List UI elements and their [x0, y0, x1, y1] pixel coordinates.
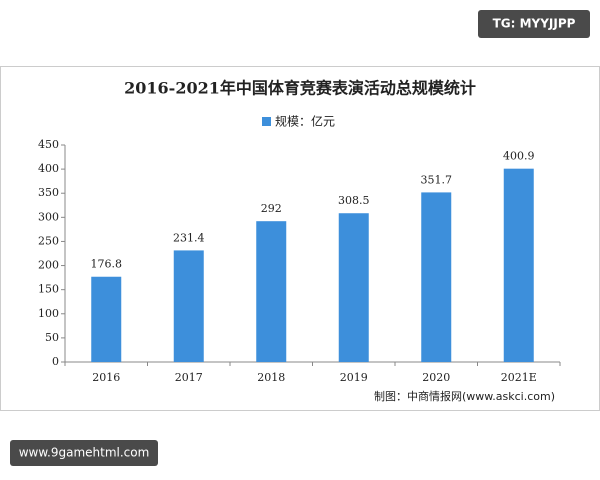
top-badge-box	[478, 10, 590, 38]
legend-label: 规模：亿元	[275, 114, 335, 129]
bar	[91, 276, 122, 362]
value-label: 176.8	[91, 258, 123, 271]
bar	[338, 213, 369, 362]
bottom-badge: www.9gamehtml.com	[19, 446, 150, 460]
y-tick-label: 300	[38, 210, 59, 223]
legend-swatch	[262, 117, 271, 126]
x-tick-label: 2016	[92, 371, 120, 384]
x-tick-label: 2019	[340, 371, 368, 384]
top-badge: TG: MYYJJPP	[493, 17, 576, 31]
value-label: 351.7	[421, 173, 453, 186]
value-label: 231.4	[173, 231, 205, 244]
bar	[173, 250, 204, 362]
x-tick-label: 2020	[422, 371, 450, 384]
value-label: 292	[261, 202, 282, 215]
value-label: 308.5	[338, 194, 370, 207]
bar	[421, 192, 452, 362]
y-tick-label: 400	[38, 162, 59, 175]
y-tick-label: 350	[38, 186, 59, 199]
chart-title: 2016-2021年中国体育竞赛表演活动总规模统计	[124, 79, 476, 98]
x-tick-label: 2018	[257, 371, 285, 384]
value-label: 400.9	[503, 150, 535, 163]
x-tick-label: 2017	[175, 371, 203, 384]
x-tick-label: 2021E	[501, 371, 537, 384]
bottom-badge-box	[10, 440, 158, 466]
y-tick-label: 200	[38, 259, 59, 272]
bar	[256, 221, 287, 362]
y-tick-label: 100	[38, 307, 59, 320]
y-tick-label: 450	[38, 138, 59, 151]
y-tick-label: 50	[45, 331, 59, 344]
source-note: 制图：中商情报网(www.askci.com)	[374, 389, 555, 403]
y-tick-label: 0	[52, 355, 59, 368]
bar	[503, 168, 534, 362]
y-tick-label: 250	[38, 234, 59, 247]
y-tick-label: 150	[38, 283, 59, 296]
